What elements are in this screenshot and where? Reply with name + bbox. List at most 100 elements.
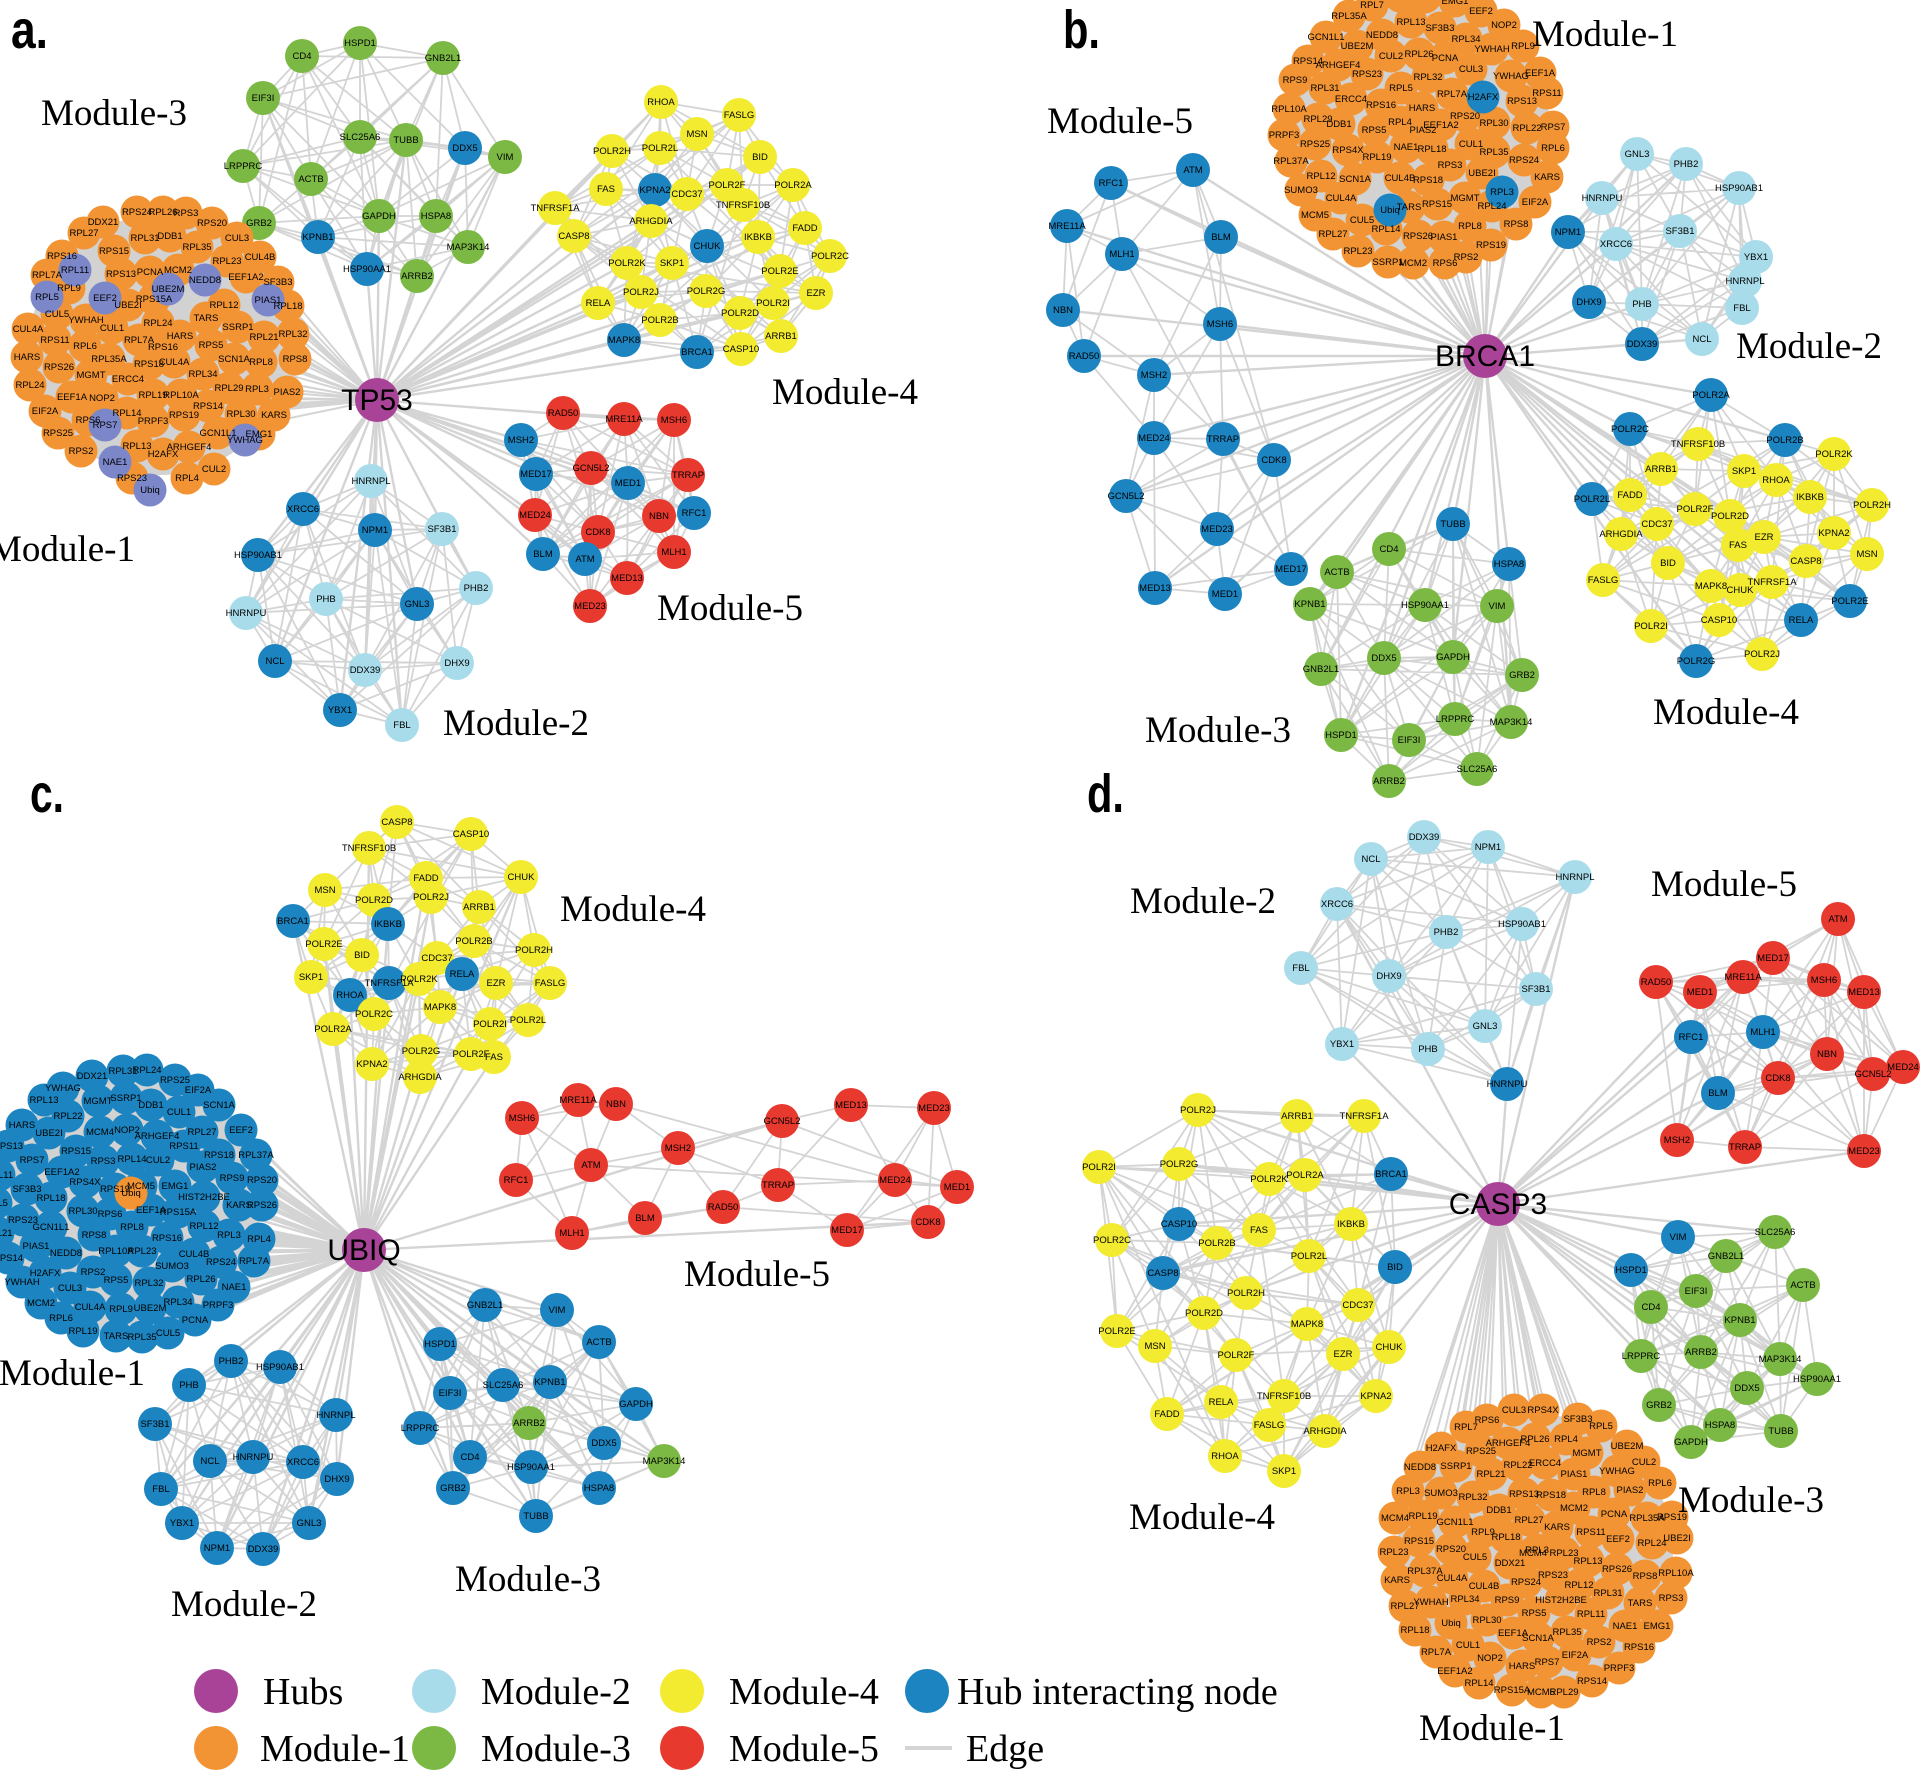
svg-text:RPL5: RPL5	[0, 1198, 8, 1209]
svg-text:CHUK: CHUK	[1376, 1342, 1404, 1353]
svg-text:CUL2: CUL2	[1379, 51, 1403, 62]
svg-text:Module-4: Module-4	[1653, 692, 1799, 733]
svg-text:RPS2: RPS2	[69, 446, 94, 457]
svg-text:SCN1A: SCN1A	[1339, 174, 1371, 185]
svg-text:POLR2G: POLR2G	[402, 1046, 441, 1057]
svg-text:TRRAP: TRRAP	[1729, 1142, 1761, 1153]
svg-text:DDB1: DDB1	[1486, 1505, 1511, 1516]
svg-text:RPL7A: RPL7A	[32, 270, 63, 281]
svg-text:YWHAG: YWHAG	[45, 1083, 81, 1094]
svg-text:RPS18: RPS18	[1536, 1490, 1566, 1501]
svg-text:CASP10: CASP10	[1161, 1219, 1197, 1230]
svg-text:RPS11: RPS11	[40, 335, 69, 346]
svg-text:RPL3: RPL3	[1396, 1486, 1420, 1497]
svg-text:NAE1: NAE1	[222, 1282, 247, 1293]
svg-text:ARHGDIA: ARHGDIA	[629, 216, 673, 227]
svg-text:RPL27: RPL27	[1318, 229, 1347, 240]
svg-text:EMG1: EMG1	[246, 429, 273, 440]
svg-text:MAP3K14: MAP3K14	[643, 1456, 686, 1467]
svg-text:RPL23: RPL23	[1343, 246, 1372, 257]
svg-text:CHUK: CHUK	[694, 241, 722, 252]
svg-text:EIF2A: EIF2A	[32, 406, 59, 417]
svg-text:LRPPRC: LRPPRC	[1622, 1351, 1661, 1362]
svg-text:RPL34: RPL34	[163, 1297, 192, 1308]
svg-text:RPL35: RPL35	[1479, 147, 1508, 158]
svg-text:H2AFX: H2AFX	[30, 1268, 61, 1279]
svg-text:TNFRSF10B: TNFRSF10B	[1671, 439, 1725, 450]
svg-text:HARS: HARS	[1509, 1661, 1535, 1672]
svg-text:EIF2A: EIF2A	[185, 1085, 212, 1096]
svg-text:RPL35A: RPL35A	[1331, 11, 1367, 22]
svg-text:CHUK: CHUK	[1727, 585, 1755, 596]
svg-text:POLR2B: POLR2B	[1198, 1238, 1236, 1249]
svg-text:MCM5: MCM5	[1301, 210, 1329, 221]
svg-text:Module-4: Module-4	[772, 372, 918, 413]
svg-text:RPL34: RPL34	[188, 369, 217, 380]
svg-text:RPS11: RPS11	[1576, 1527, 1605, 1538]
svg-text:DHX9: DHX9	[444, 658, 469, 669]
svg-text:POLR2L: POLR2L	[1574, 494, 1610, 505]
svg-text:RPS20: RPS20	[247, 1175, 277, 1186]
svg-text:RPL27: RPL27	[1390, 1601, 1419, 1612]
svg-text:NAE1: NAE1	[1394, 142, 1419, 153]
svg-text:Hub interacting node: Hub interacting node	[957, 1671, 1278, 1713]
svg-text:Module-2: Module-2	[1736, 326, 1882, 367]
svg-text:POLR2A: POLR2A	[314, 1024, 352, 1035]
svg-text:XRCC6: XRCC6	[1600, 239, 1632, 250]
svg-text:RPS16: RPS16	[47, 251, 77, 262]
svg-text:Module-2: Module-2	[481, 1671, 631, 1713]
svg-text:MCM5: MCM5	[1527, 1687, 1555, 1698]
svg-text:RPS15A: RPS15A	[136, 294, 173, 305]
svg-text:MSN: MSN	[686, 129, 707, 140]
svg-text:MSH6: MSH6	[1811, 975, 1837, 986]
svg-text:RHOA: RHOA	[647, 97, 675, 108]
svg-text:NOP2: NOP2	[1477, 1653, 1503, 1664]
svg-text:RPL23: RPL23	[1549, 1548, 1578, 1559]
svg-text:Module-1: Module-1	[1419, 1708, 1565, 1749]
svg-text:KARS: KARS	[1544, 1522, 1570, 1533]
svg-text:RPS2: RPS2	[1454, 252, 1479, 263]
svg-text:SSRP1: SSRP1	[1372, 257, 1403, 268]
svg-text:HIST2H2BE: HIST2H2BE	[178, 1192, 230, 1203]
svg-text:MED13: MED13	[1848, 987, 1880, 998]
svg-text:POLR2D: POLR2D	[1185, 1308, 1223, 1319]
svg-text:CUL4B: CUL4B	[1385, 173, 1416, 184]
svg-text:RPL7A: RPL7A	[1421, 1647, 1452, 1658]
svg-text:FADD: FADD	[413, 873, 438, 884]
svg-text:GNL3: GNL3	[297, 1518, 322, 1529]
svg-text:MED23: MED23	[1201, 524, 1233, 535]
svg-text:MED17: MED17	[1757, 953, 1789, 964]
svg-text:SF3B3: SF3B3	[12, 1184, 41, 1195]
svg-text:RPS6: RPS6	[1433, 258, 1458, 269]
svg-text:RPS23: RPS23	[1538, 1570, 1568, 1581]
svg-text:RPS16: RPS16	[1624, 1642, 1654, 1653]
svg-text:MED17: MED17	[520, 469, 552, 480]
svg-text:POLR2B: POLR2B	[455, 936, 493, 947]
svg-text:RFC1: RFC1	[504, 1175, 529, 1186]
svg-text:BLM: BLM	[635, 1213, 655, 1224]
svg-text:YBX1: YBX1	[1744, 252, 1768, 263]
svg-text:KPNA2: KPNA2	[1360, 1391, 1391, 1402]
svg-text:EEF1A: EEF1A	[136, 1205, 167, 1216]
svg-text:GRB2: GRB2	[246, 218, 272, 229]
svg-text:H2AFX: H2AFX	[1468, 92, 1499, 103]
svg-text:EEF1A2: EEF1A2	[1423, 120, 1458, 131]
svg-text:Module-2: Module-2	[1130, 881, 1276, 922]
svg-text:RPS15A: RPS15A	[160, 1207, 197, 1218]
svg-text:TARS: TARS	[104, 1331, 129, 1342]
svg-text:GCN1L1: GCN1L1	[1308, 32, 1345, 43]
svg-text:RPL23: RPL23	[212, 256, 241, 267]
svg-text:MED23: MED23	[918, 1103, 950, 1114]
svg-text:CUL1: CUL1	[1456, 1640, 1480, 1651]
svg-text:CHUK: CHUK	[508, 872, 536, 883]
svg-text:CASP10: CASP10	[1701, 615, 1737, 626]
svg-text:RPS13: RPS13	[0, 1141, 23, 1152]
svg-text:Module-1: Module-1	[0, 1353, 145, 1394]
svg-text:FASLG: FASLG	[535, 978, 566, 989]
svg-text:TUBB: TUBB	[1440, 519, 1465, 530]
svg-text:FADD: FADD	[1154, 1409, 1179, 1420]
svg-text:RPL19: RPL19	[1408, 1511, 1437, 1522]
svg-text:RPL19: RPL19	[138, 390, 167, 401]
svg-text:NCL: NCL	[265, 656, 284, 667]
svg-text:RPS23: RPS23	[117, 473, 147, 484]
